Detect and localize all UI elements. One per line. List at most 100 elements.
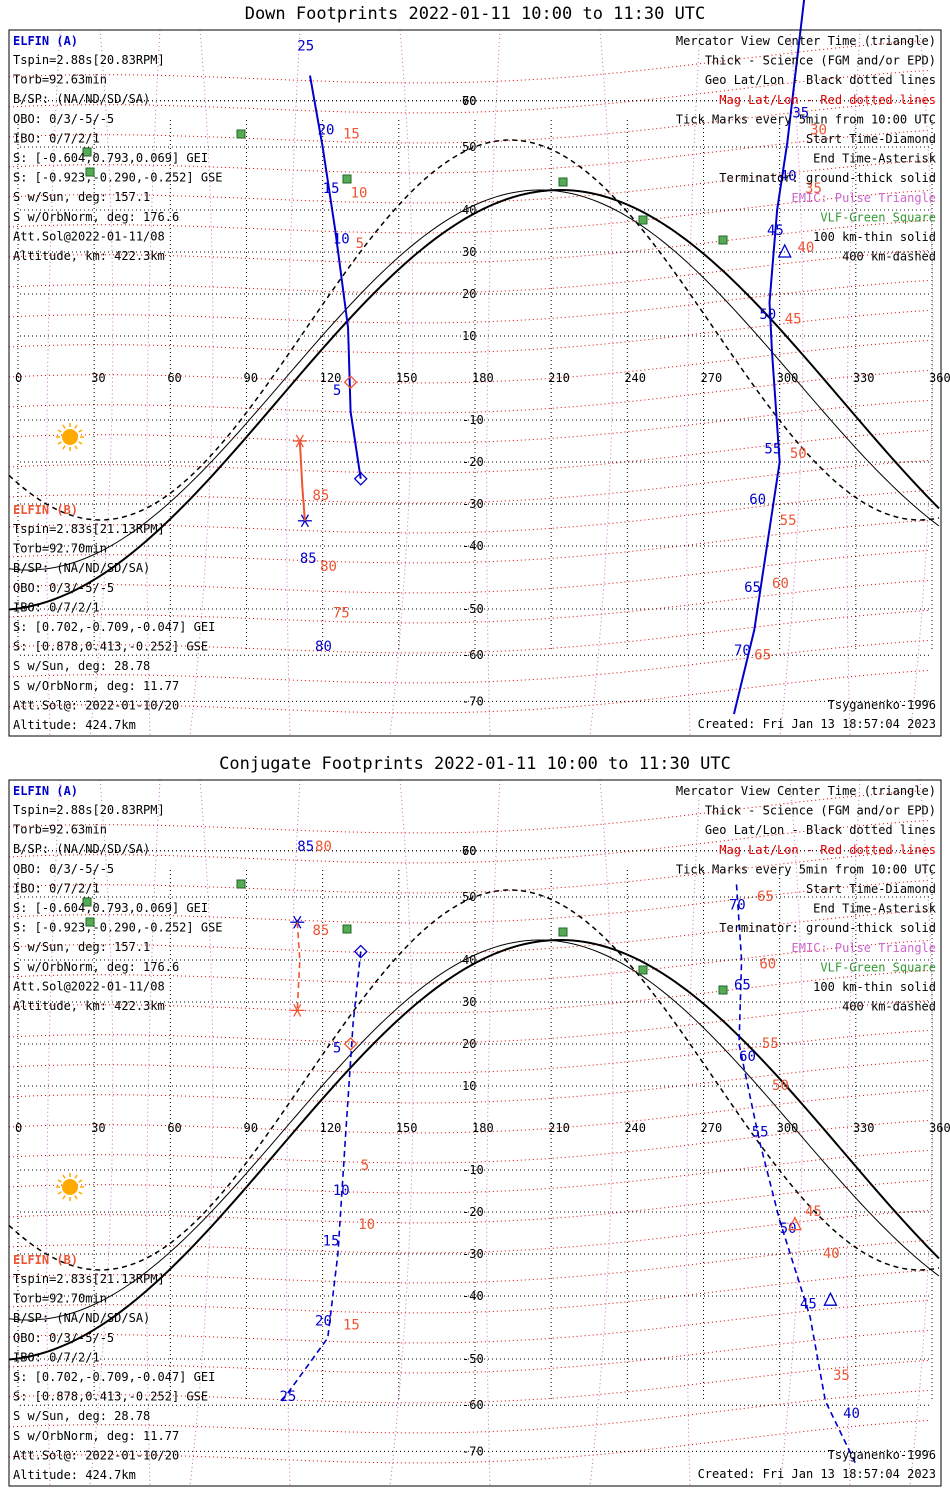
start-diamond	[343, 1037, 358, 1051]
time-tick-label: 5	[333, 383, 341, 399]
vlf-square	[82, 897, 92, 907]
mag-lat-line	[9, 909, 930, 954]
plot-border	[8, 779, 942, 1487]
y-tick-label: -20	[462, 455, 484, 469]
sun-icon	[56, 1173, 84, 1201]
time-tick-label: 45	[785, 311, 802, 327]
elfin-b-info-line: IBO: 0/7/2/1	[13, 1350, 100, 1364]
time-tick-label: 20	[318, 122, 335, 138]
x-tick-label: 210	[548, 1121, 570, 1135]
time-tick-label: 75	[333, 605, 350, 621]
y-tick-label: -50	[462, 602, 484, 616]
geo-grid: 0 30 60 90 120 150 180 210 240 270 300 330 360706050…	[15, 94, 950, 709]
y-tick-label: -40	[462, 539, 484, 553]
vlf-square	[85, 167, 95, 177]
vlf-square	[558, 927, 568, 937]
elfin-b-info-line: Tspin=2.83s[21.13RPM]	[13, 1272, 165, 1286]
elfin-a-info-line: Att.Sol@2022-01-11/08	[13, 229, 165, 243]
x-tick-label: 240	[624, 1121, 646, 1135]
time-tick-label: 40	[797, 240, 814, 256]
time-tick-label: 15	[343, 127, 360, 143]
legend-entry: Geo Lat/Lon - Black dotted lines	[705, 823, 936, 837]
elfin-b-info-line: S w/Sun, deg: 28.78	[13, 1409, 150, 1423]
legend-entry: Terminator: ground-thick solid	[719, 921, 936, 935]
legend-entry: Tick Marks every 5min from 10:00 UTC	[676, 112, 936, 126]
x-tick-label: 300	[777, 371, 799, 385]
mag-lat-line	[9, 249, 930, 294]
legend-entry: Mag Lat/Lon - Red dotted lines	[719, 843, 936, 857]
vlf-square	[638, 965, 648, 975]
mag-lat-line	[9, 339, 930, 384]
y-tick-label: 10	[462, 329, 476, 343]
time-tick-label: 15	[343, 1318, 360, 1334]
down-footprints-panel: Down Footprints 2022-01-11 10:00 to 11:3…	[8, 0, 950, 737]
elfin-b-info-line: S: [0.702,-0.709,-0.047] GEI	[13, 620, 215, 634]
y-tick-label: -60	[462, 1398, 484, 1412]
time-tick-label: 10	[351, 185, 368, 201]
elfin-b-info-line: OBO: 0/3/-5/-5	[13, 1331, 114, 1345]
x-tick-label: 150	[396, 1121, 418, 1135]
x-tick-label: 300	[777, 1121, 799, 1135]
mag-lat-line	[9, 1119, 930, 1164]
legend-entry: EMIC: Pulse Triangle	[792, 191, 937, 205]
x-tick-label: 180	[472, 1121, 494, 1135]
mag-lat-line	[9, 489, 930, 534]
legend-entry: Geo Lat/Lon - Black dotted lines	[705, 73, 936, 87]
time-tick-label: 65	[734, 977, 751, 993]
mag-lat-line	[9, 459, 930, 504]
vlf-square	[236, 879, 246, 889]
time-tick-label: 60	[749, 492, 766, 508]
legend-entry: Start Time-Diamond	[806, 132, 936, 146]
time-tick-label: 80	[320, 559, 337, 575]
mag-lat-line	[9, 369, 930, 414]
center-triangle	[823, 1291, 838, 1306]
mag-lat-line	[9, 639, 930, 684]
time-tick-label: 85	[313, 923, 330, 939]
elfin-b-header: ELFIN (B)	[13, 1253, 78, 1267]
elfin-a-info-line: Tspin=2.88s[20.83RPM]	[13, 803, 165, 817]
elfin-a-info-line: S: [-0.923,-0.290,-0.252] GSE	[13, 921, 223, 935]
legend-entry: 400 km-dashed	[842, 250, 936, 264]
terminator	[9, 889, 940, 1361]
conjugate-footprints-title: Conjugate Footprints 2022-01-11 10:00 to…	[219, 754, 731, 774]
time-tick-label: 5	[361, 1158, 369, 1174]
y-tick-label: 60	[462, 844, 476, 858]
time-tick-label: 45	[800, 1297, 817, 1313]
elfin-a-info-line: S w/Sun, deg: 157.1	[13, 940, 150, 954]
elfin-a-info-line: Altitude, km: 422.3km	[13, 999, 165, 1013]
elfin-b-info-line: Altitude: 424.7km	[13, 1468, 136, 1482]
y-tick-label: 60	[462, 94, 476, 108]
elfin-a-info-line: Torb=92.63min	[13, 823, 107, 837]
mag-lat-line	[9, 1209, 930, 1254]
track-line	[298, 440, 306, 521]
mag-lat-line	[9, 1419, 930, 1464]
elfin-b-info-line: B/SP: (NA/ND/SD/SA)	[13, 561, 150, 575]
y-tick-label: 70	[462, 844, 476, 858]
legend-entry: Thick - Science (FGM and/or EPD)	[705, 804, 936, 818]
elfin-b-info-line: Altitude: 424.7km	[13, 718, 136, 732]
elfin-a-info-line: S: [-0.604,0.793,0.069] GEI	[13, 151, 208, 165]
time-tick-label: 45	[767, 223, 784, 239]
created-label: Created: Fri Jan 13 18:57:04 2023	[698, 1467, 936, 1481]
y-tick-label: -10	[462, 1163, 484, 1177]
vlf-square	[558, 177, 568, 187]
time-tick-label: 85	[313, 488, 330, 504]
mag-lat-line	[9, 789, 930, 834]
elfin-a-info-line: Att.Sol@2022-01-11/08	[13, 979, 165, 993]
elfin-a-info-line: B/SP: (NA/ND/SD/SA)	[13, 92, 150, 106]
time-tick-label: 50	[780, 1221, 797, 1237]
y-tick-label: 10	[462, 1079, 476, 1093]
mag-lat-line	[9, 99, 930, 144]
x-tick-label: 270	[701, 1121, 723, 1135]
time-tick-label: 5	[333, 1040, 341, 1056]
mag-lat-line	[9, 189, 930, 234]
time-tick-label: 5	[356, 236, 364, 252]
elfin-a-info: ELFIN (A) Tspin=2.88s[20.83RPM] Torb=92.63…	[13, 34, 223, 263]
x-tick-label: 360	[929, 1121, 950, 1135]
model-label: Tsyganenko-1996	[828, 1448, 936, 1462]
elfin-a-info-line: IBO: 0/7/2/1	[13, 131, 100, 145]
y-tick-label: 70	[462, 94, 476, 108]
legend: Mercator View Center Time (triangle) Thic…	[676, 34, 937, 264]
